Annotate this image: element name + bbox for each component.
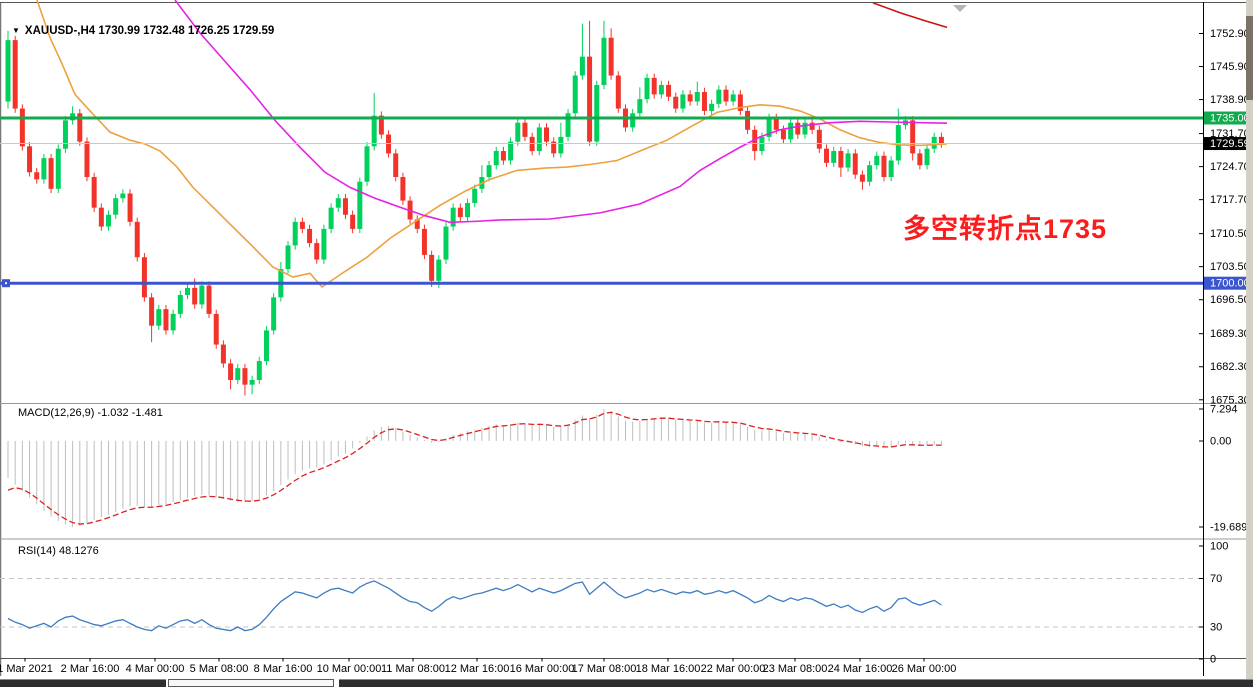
svg-text:23 Mar 08:00: 23 Mar 08:00 (763, 663, 828, 675)
window-right-edge (1246, 0, 1253, 687)
svg-text:0: 0 (1210, 654, 1216, 666)
svg-text:1696.50: 1696.50 (1210, 294, 1250, 306)
svg-text:1738.90: 1738.90 (1210, 94, 1250, 106)
svg-text:12 Mar 16:00: 12 Mar 16:00 (445, 663, 510, 675)
svg-text:30: 30 (1210, 622, 1222, 634)
svg-text:16 Mar 00:00: 16 Mar 00:00 (510, 663, 575, 675)
rsi-layer (0, 578, 1203, 632)
svg-text:24 Mar 16:00: 24 Mar 16:00 (828, 663, 893, 675)
symbol-dropdown-icon[interactable]: ▼ (12, 26, 20, 35)
svg-text:1745.90: 1745.90 (1210, 61, 1250, 73)
svg-text:8 Mar 16:00: 8 Mar 16:00 (254, 663, 313, 675)
svg-text:1682.30: 1682.30 (1210, 361, 1250, 373)
svg-text:17 Mar 08:00: 17 Mar 08:00 (572, 663, 637, 675)
rsi-indicator-label[interactable]: RSI(14) 48.1276 (18, 545, 99, 557)
svg-text:1689.30: 1689.30 (1210, 328, 1250, 340)
symbol-title-text: XAUUSD-,H4 1730.99 1732.48 1726.25 1729.… (24, 25, 275, 37)
svg-text:7.294: 7.294 (1210, 404, 1238, 416)
svg-text:2 Mar 16:00: 2 Mar 16:00 (61, 663, 120, 675)
svg-text:18 Mar 16:00: 18 Mar 16:00 (636, 663, 701, 675)
time-axis: 1 Mar 2021 2 Mar 16:00 4 Mar 00:00 5 Mar 08… (0, 658, 956, 675)
svg-text:1724.70: 1724.70 (1210, 161, 1250, 173)
svg-text:1 Mar 2021: 1 Mar 2021 (0, 663, 53, 675)
svg-text:-19.689: -19.689 (1210, 522, 1247, 534)
svg-text:1735.00: 1735.00 (1210, 113, 1250, 125)
macd-layer (7, 408, 942, 528)
svg-text:1752.90: 1752.90 (1210, 28, 1250, 40)
svg-text:70: 70 (1210, 573, 1222, 585)
svg-text:11 Mar 08:00: 11 Mar 08:00 (381, 663, 445, 675)
svg-text:1700.00: 1700.00 (1210, 278, 1250, 290)
svg-text:100: 100 (1210, 541, 1228, 553)
chart-text-annotation[interactable]: 多空转折点1735 (903, 214, 1108, 244)
window-bar[interactable] (0, 679, 166, 687)
chart-title: ▼ XAUUSD-,H4 1730.99 1732.48 1726.25 172… (12, 25, 274, 37)
svg-text:22 Mar 00:00: 22 Mar 00:00 (701, 663, 766, 675)
desktop-texture (1246, 16, 1253, 100)
svg-text:26 Mar 00:00: 26 Mar 00:00 (892, 663, 957, 675)
chart-shift-marker-icon (953, 5, 967, 12)
svg-text:4 Mar 00:00: 4 Mar 00:00 (126, 663, 185, 675)
window-bar[interactable] (339, 679, 1253, 687)
svg-text:5 Mar 08:00: 5 Mar 08:00 (190, 663, 249, 675)
svg-text:0.00: 0.00 (1210, 436, 1231, 448)
svg-text:1710.50: 1710.50 (1210, 228, 1250, 240)
macd-indicator-label[interactable]: MACD(12,26,9) -1.032 -1.481 (18, 407, 163, 419)
candles-layer (5, 20, 944, 396)
price-axis: 1752.901745.901738.901731.701724.701717.… (1199, 28, 1253, 406)
svg-text:10 Mar 00:00: 10 Mar 00:00 (317, 663, 382, 675)
svg-text:1675.30: 1675.30 (1210, 394, 1250, 406)
svg-text:1703.50: 1703.50 (1210, 261, 1250, 273)
svg-text:1729.59: 1729.59 (1210, 138, 1250, 150)
window-bar[interactable] (168, 679, 334, 687)
svg-text:1717.70: 1717.70 (1210, 194, 1250, 206)
